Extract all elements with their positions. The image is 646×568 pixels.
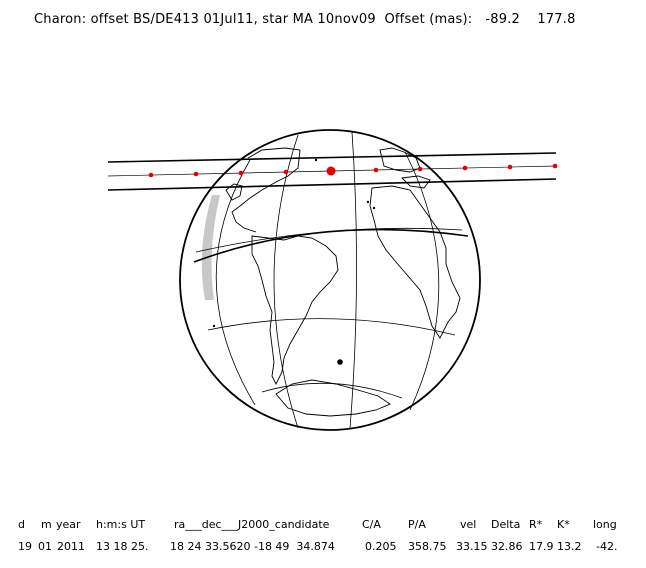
- shadow-edge-north: [107, 152, 557, 163]
- col-header-delta: Delta: [491, 518, 521, 531]
- chord-markers: [148, 163, 558, 178]
- chord-point: [417, 166, 423, 172]
- chord-point: [373, 167, 379, 173]
- cell-radec: 18 24 33.5620 -18 49 34.874: [170, 540, 335, 553]
- cell-pa: 358.75: [408, 540, 447, 553]
- chord-point: [238, 170, 244, 176]
- cell-kstar: 13.2: [557, 540, 582, 553]
- cell-ca: 0.205: [365, 540, 397, 553]
- chord-point: [283, 169, 289, 175]
- globe-limb: [179, 129, 481, 431]
- cell-long: -42.: [596, 540, 618, 553]
- col-header-year: year: [56, 518, 81, 531]
- cell-month: 01: [38, 540, 52, 553]
- col-header-kstar: K*: [557, 518, 570, 531]
- chord-point: [507, 164, 513, 170]
- night-shade: [201, 195, 220, 300]
- chord-point: [148, 172, 154, 178]
- col-header-pa: P/A: [408, 518, 426, 531]
- cell-day: 19: [18, 540, 32, 553]
- chord-point: [552, 163, 558, 169]
- col-header-d: d: [18, 518, 25, 531]
- chord-point: [462, 165, 468, 171]
- cell-year: 2011: [57, 540, 85, 553]
- cell-vel: 33.15: [456, 540, 488, 553]
- continent-outlines: [225, 147, 461, 417]
- col-header-time: h:m:s UT: [96, 518, 146, 531]
- chord-point-main: [326, 166, 336, 176]
- cell-delta: 32.86: [491, 540, 523, 553]
- cell-time: 13 18 25.: [96, 540, 149, 553]
- col-header-rstar: R*: [529, 518, 543, 531]
- col-header-long: long: [593, 518, 617, 531]
- island-specks: [212, 158, 376, 365]
- chord-point: [193, 171, 199, 177]
- cell-rstar: 17.9: [529, 540, 554, 553]
- page-title: Charon: offset BS/DE413 01Jul11, star MA…: [34, 12, 576, 27]
- col-header-radec: ra___dec___J2000_candidate: [174, 518, 330, 531]
- col-header-m: m: [41, 518, 52, 531]
- parallel-lines: [195, 227, 463, 399]
- shadow-edge-south: [107, 178, 557, 191]
- equator-line: [193, 228, 469, 263]
- col-header-vel: vel: [460, 518, 477, 531]
- col-header-ca: C/A: [362, 518, 381, 531]
